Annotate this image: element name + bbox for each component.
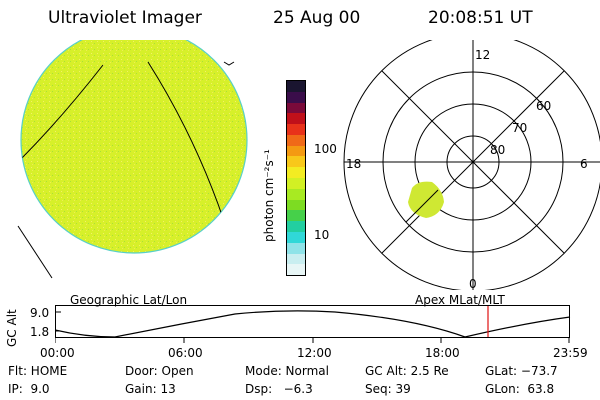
colorbar-segment xyxy=(287,124,305,135)
colorbar-segment xyxy=(287,167,305,179)
altitude-tick-9: 9.0 xyxy=(30,306,50,320)
status-glat: GLat: −73.7 xyxy=(485,364,558,378)
chevron-down-icon xyxy=(223,61,235,66)
mlt-label-6: 6 xyxy=(580,157,588,171)
date-label: 25 Aug 00 xyxy=(273,8,361,28)
coord-label-geographic: Geographic Lat/Lon xyxy=(70,293,188,307)
status-dsp: Dsp: −6.3 xyxy=(245,382,313,396)
colorbar-tick-10: 10 xyxy=(314,228,330,242)
status-mode: Mode: Normal xyxy=(245,364,329,378)
colorbar-segment xyxy=(287,81,305,92)
status-seq: Seq: 39 xyxy=(365,382,411,396)
mlt-label-0: 0 xyxy=(469,277,477,290)
altitude-tick-1.8: 1.8 xyxy=(30,325,50,339)
altitude-axis-label: GC Alt xyxy=(5,309,19,347)
polar-mlat-mlt-plot: 12 18 6 0 60 70 80 xyxy=(343,40,600,290)
time-label: 20:08:51 UT xyxy=(428,8,533,28)
colorbar-segment xyxy=(287,188,305,200)
time-tick-1200: 12:00 xyxy=(297,346,332,360)
plot-frame xyxy=(55,305,570,338)
colorbar-segment xyxy=(287,221,305,232)
time-tick-0000: 00:00 xyxy=(40,346,75,360)
status-door: Door: Open xyxy=(125,364,194,378)
colorbar-segment xyxy=(287,145,305,157)
mlt-label-12: 12 xyxy=(475,48,490,62)
status-glon: GLon: 63.8 xyxy=(485,382,555,396)
polar-axis-line xyxy=(381,70,565,254)
earth-disk xyxy=(21,40,247,253)
colorbar-segment xyxy=(287,199,305,211)
colorbar-segment xyxy=(287,91,305,103)
orbit-altitude-plot xyxy=(55,305,571,343)
status-gc-alt: GC Alt: 2.5 Re xyxy=(365,364,449,378)
colorbar-segment xyxy=(287,253,305,265)
mlat-label-80: 80 xyxy=(490,143,505,157)
mlat-label-70: 70 xyxy=(512,121,527,135)
colorbar-segment xyxy=(287,134,305,146)
mlt-label-18: 18 xyxy=(346,157,361,171)
colorbar-segment xyxy=(287,102,305,114)
meridian-line xyxy=(21,64,104,163)
colorbar-segment xyxy=(287,113,305,125)
colorbar-unit-label: photon cm⁻²s⁻¹ xyxy=(262,149,276,242)
coord-label-apex: Apex MLat/MLT xyxy=(415,293,505,307)
uv-auroral-patch xyxy=(408,181,444,218)
status-flt: Flt: HOME xyxy=(8,364,68,378)
status-ip: IP: 9.0 xyxy=(8,382,50,396)
colorbar-segment xyxy=(287,178,305,189)
meridian-line xyxy=(17,225,53,279)
time-tick-2359: 23:59 xyxy=(553,346,588,360)
color-scale-bar xyxy=(286,80,306,276)
colorbar-segment xyxy=(287,156,305,168)
colorbar-tick-100: 100 xyxy=(314,142,337,156)
altitude-curve xyxy=(55,310,571,338)
colorbar-segment xyxy=(287,210,305,222)
mlat-label-60: 60 xyxy=(536,99,551,113)
time-tick-0600: 06:00 xyxy=(168,346,203,360)
colorbar-segment xyxy=(287,242,305,254)
uv-disk-image xyxy=(17,40,248,279)
colorbar-segment xyxy=(287,231,305,243)
status-gain: Gain: 13 xyxy=(125,382,176,396)
instrument-title: Ultraviolet Imager xyxy=(48,8,202,28)
time-tick-1800: 18:00 xyxy=(425,346,460,360)
colorbar-segment xyxy=(287,264,305,276)
